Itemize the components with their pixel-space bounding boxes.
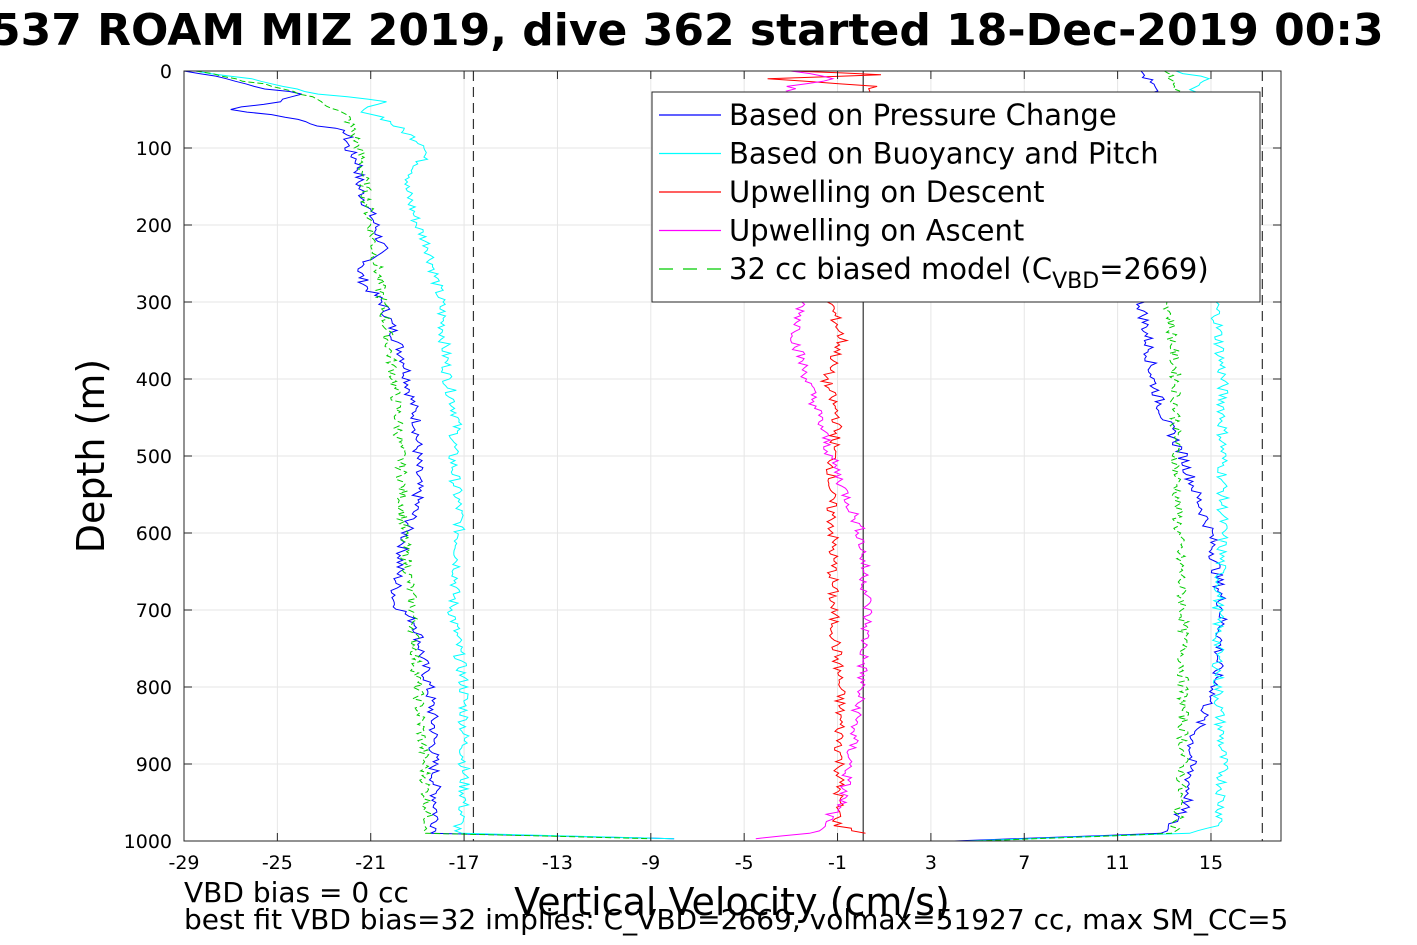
x-tick-label: 7	[1018, 852, 1030, 874]
footer-line-2: best fit VBD bias=32 implies: C_VBD=2669…	[184, 903, 1288, 936]
legend-label-prefix: 32 cc biased model (C	[729, 252, 1052, 286]
y-tick-label: 100	[136, 138, 172, 160]
series-line	[183, 70, 675, 840]
x-tick-label: 11	[1106, 852, 1130, 874]
axis-ticks: -29 -25 -21 -17 -13 -9 -5 -1 3 7 11 150100200300400…	[124, 61, 1281, 874]
y-tick-label: 900	[136, 754, 172, 776]
y-axis-label: Depth (m)	[69, 359, 113, 554]
x-tick-label: -17	[449, 852, 480, 874]
legend-label-subscript: VBD	[1052, 269, 1099, 294]
chart-title: 537 ROAM MIZ 2019, dive 362 started 18-D…	[0, 5, 1384, 56]
y-tick-label: 0	[160, 61, 172, 83]
x-tick-label: 15	[1199, 852, 1223, 874]
legend-label: Upwelling on Descent	[729, 175, 1045, 209]
y-tick-label: 300	[136, 292, 172, 314]
x-tick-label: -1	[828, 852, 847, 874]
x-tick-label: -21	[355, 852, 386, 874]
legend-label: Based on Pressure Change	[729, 98, 1117, 132]
legend-label: Upwelling on Ascent	[729, 214, 1024, 248]
y-tick-label: 200	[136, 215, 172, 237]
x-tick-label: -29	[168, 852, 199, 874]
footer-line-1: VBD bias = 0 cc	[184, 876, 409, 909]
legend: Based on Pressure Change Based on Buoyanc…	[651, 91, 1261, 303]
x-axis-label: Vertical Velocity (cm/s)	[514, 880, 950, 924]
legend-label: 32 cc biased model (CVBD=2669)	[729, 252, 1209, 294]
y-tick-label: 500	[136, 446, 172, 468]
series-line	[195, 70, 675, 840]
y-tick-label: 400	[136, 369, 172, 391]
x-tick-label: -13	[542, 852, 573, 874]
x-tick-label: -5	[735, 852, 754, 874]
x-tick-label: -25	[262, 852, 293, 874]
y-tick-label: 800	[136, 677, 172, 699]
legend-label-suffix: =2669)	[1099, 252, 1208, 286]
x-tick-label: -9	[641, 852, 660, 874]
legend-box	[651, 91, 1261, 303]
y-tick-label: 700	[136, 600, 172, 622]
series-line	[195, 70, 651, 840]
y-tick-label: 600	[136, 523, 172, 545]
x-tick-label: 3	[925, 852, 937, 874]
legend-label: Based on Buoyancy and Pitch	[729, 137, 1159, 171]
y-tick-label: 1000	[124, 831, 172, 853]
